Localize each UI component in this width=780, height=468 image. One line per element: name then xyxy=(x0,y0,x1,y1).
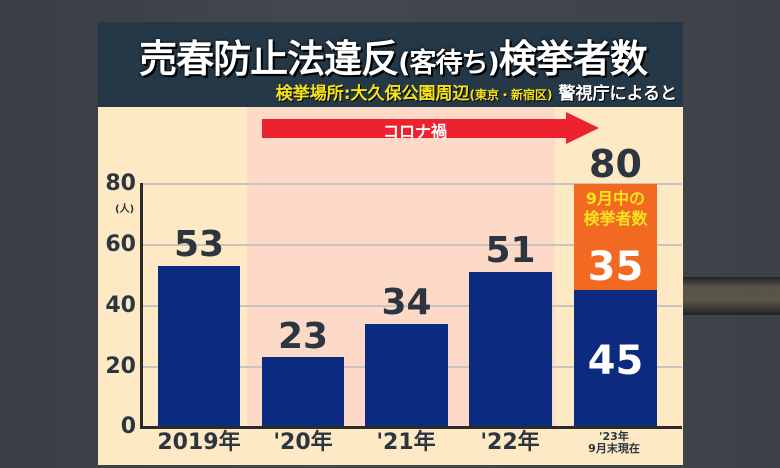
stack-note: 9月中の 検挙者数 xyxy=(574,189,657,229)
xlabel-2023-line1: '23年 xyxy=(599,430,629,443)
xlabel-2019: 2019年 xyxy=(157,430,241,455)
value-label-2023-september: 35 xyxy=(587,244,644,290)
gridline-60 xyxy=(142,244,682,246)
value-label-2022: 51 xyxy=(485,230,536,271)
covid-arrow: コロナ禍 xyxy=(262,112,602,145)
covid-label: コロナ禍 xyxy=(382,122,447,141)
title-part-main: 売春防止法違反 xyxy=(139,37,399,81)
chart-title: 売春防止法違反(客待ち)検挙者数 xyxy=(108,28,678,83)
stack-note-line1: 9月中の xyxy=(585,189,646,208)
bar-2019 xyxy=(158,266,240,427)
subtitle-location: 検挙場所:大久保公園周辺 xyxy=(275,84,470,104)
bar-2021 xyxy=(365,324,448,427)
ytick-20: 20 xyxy=(105,354,136,379)
xlabel-2023: '23年 9月末現在 xyxy=(564,431,664,455)
arrow-head-icon xyxy=(566,112,599,144)
xlabel-2021: '21年 xyxy=(376,430,436,455)
chart-subtitle: 検挙場所:大久保公園周辺(東京・新宿区) 警視庁によると xyxy=(276,79,677,104)
gridline-80 xyxy=(142,183,682,185)
xlabel-2020: '20年 xyxy=(273,430,333,455)
bar-2022 xyxy=(469,272,552,427)
title-part-count: 検挙者数 xyxy=(498,37,648,81)
ytick-80: 80 xyxy=(105,171,136,196)
subtitle-source: 警視庁によると xyxy=(558,84,678,104)
value-label-2020: 23 xyxy=(277,316,329,357)
title-part-paren: (客待ち) xyxy=(398,48,500,79)
y-axis xyxy=(140,183,143,428)
subtitle-location-detail: (東京・新宿区) xyxy=(469,88,553,102)
value-label-2023: 45 xyxy=(587,338,644,384)
total-label-2023: 80 xyxy=(589,142,642,186)
ytick-60: 60 xyxy=(105,232,136,257)
xlabel-2022: '22年 xyxy=(480,430,540,455)
value-label-2021: 34 xyxy=(381,282,432,323)
y-unit-label: (人) xyxy=(115,204,135,215)
ytick-0: 0 xyxy=(120,414,136,439)
title-bar: 売春防止法違反(客待ち)検挙者数 検挙場所:大久保公園周辺(東京・新宿区) 警視庁… xyxy=(98,22,683,107)
bar-2023-september xyxy=(574,184,657,290)
chart-panel: コロナ禍 80 (人) 60 40 20 0 53 23 34 51 45 9月… xyxy=(98,107,683,465)
bar-2020 xyxy=(262,357,344,427)
gridline-40 xyxy=(142,305,682,307)
bar-2023 xyxy=(574,290,657,427)
xlabel-2023-line2: 9月末現在 xyxy=(588,442,640,455)
stack-note-line2: 検挙者数 xyxy=(583,209,648,228)
ytick-40: 40 xyxy=(105,293,136,318)
x-axis xyxy=(140,426,682,429)
value-label-2019: 53 xyxy=(173,224,225,265)
arrow-right-icon xyxy=(262,119,568,138)
background-stripe xyxy=(683,277,780,315)
